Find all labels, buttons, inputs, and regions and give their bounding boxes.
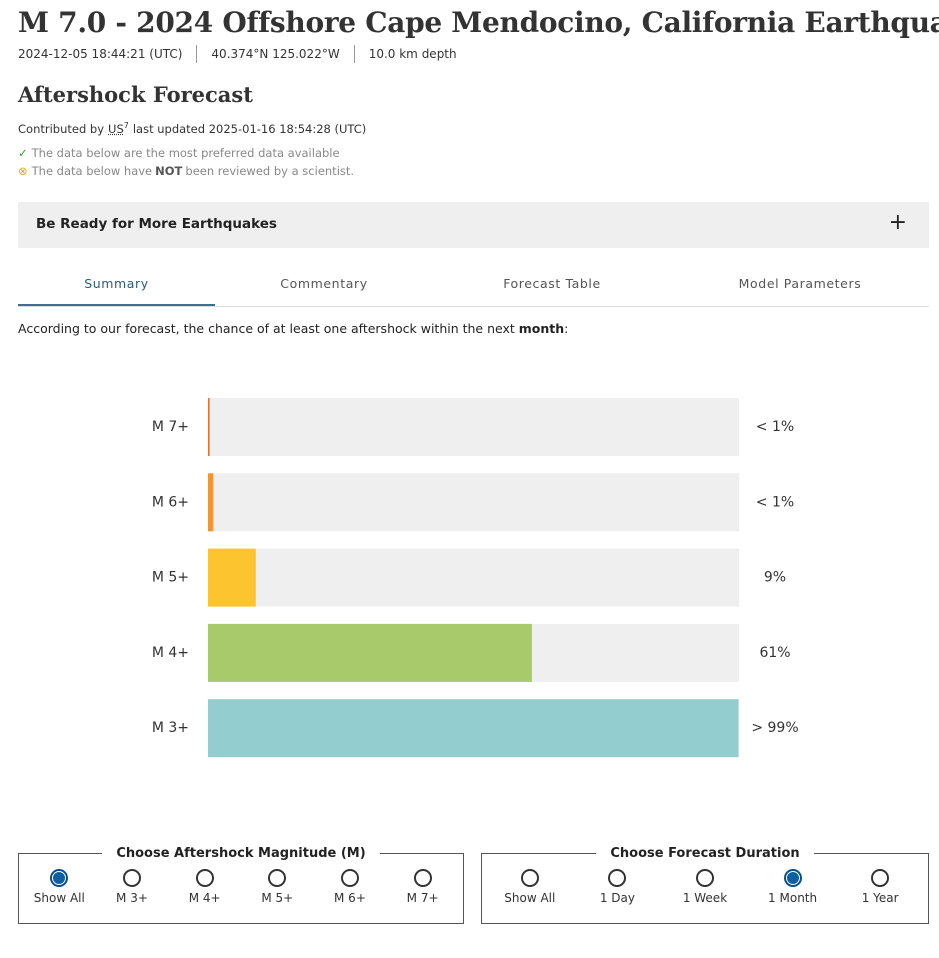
value-label: < 1% (756, 494, 794, 510)
radio-option[interactable]: 1 Week (670, 869, 740, 905)
radio-label: M 7+ (406, 891, 439, 905)
radio-option[interactable]: Show All (495, 869, 565, 905)
contributor-link[interactable]: US (108, 121, 124, 136)
radio-option[interactable]: M 5+ (242, 869, 312, 905)
bar-track (208, 398, 739, 456)
check-icon: ✓ (18, 146, 28, 160)
radio-button[interactable] (695, 869, 714, 887)
note-text: The data below are the most preferred da… (31, 146, 340, 160)
filter-legend: Choose Aftershock Magnitude (M) (116, 846, 366, 861)
magnitude-filter: Choose Aftershock Magnitude (M) Show All M… (18, 846, 464, 924)
radio-button[interactable] (520, 869, 539, 887)
event-depth: 10.0 km depth (368, 47, 457, 61)
contributed-label: Contributed by (18, 121, 105, 136)
radio-button[interactable] (340, 869, 359, 887)
radio-label: M 3+ (116, 891, 148, 905)
updated: last updated 2025-01-16 18:54:28 (UTC) (132, 121, 367, 136)
intro-strong: month (518, 321, 565, 336)
warn-icon: ⊗ (18, 164, 28, 178)
filter-legend: Choose Forecast Duration (610, 846, 800, 861)
tab[interactable]: Commentary (280, 276, 368, 291)
bar-track (208, 548, 739, 607)
note-text: The data below have (31, 164, 153, 178)
category-label: M 4+ (152, 645, 189, 661)
separator (353, 45, 355, 63)
radio-label: M 4+ (188, 891, 221, 905)
expand-icon: + (888, 210, 907, 235)
value-label: < 1% (756, 419, 794, 435)
value-label: 9% (764, 570, 786, 586)
radio-button[interactable] (268, 869, 287, 887)
contributor-sup: 7 (123, 121, 129, 130)
radio-label: M 6+ (334, 891, 366, 905)
radio-button[interactable] (783, 869, 802, 887)
bar (208, 548, 256, 607)
radio-option[interactable]: M 4+ (170, 869, 240, 905)
bar (208, 699, 739, 758)
value-label: > 99% (751, 720, 798, 736)
radio-label: Show All (33, 891, 85, 905)
radio-button[interactable] (608, 869, 627, 887)
radio-option[interactable]: M 6+ (315, 869, 385, 905)
bar (208, 473, 214, 532)
radio-label: 1 Week (682, 891, 728, 905)
bar-track (208, 473, 739, 532)
bar (208, 398, 210, 456)
radio-option[interactable]: 1 Year (845, 869, 915, 905)
event-time: 2024-12-05 18:44:21 (UTC) (18, 47, 183, 61)
intro-text: According to our forecast, the chance of… (18, 321, 515, 336)
bar (208, 623, 532, 682)
radio-option[interactable]: Show All (24, 869, 94, 905)
tab[interactable]: Model Parameters (738, 276, 862, 291)
note-text: been reviewed by a scientist. (185, 164, 355, 178)
radio-button[interactable] (413, 869, 432, 887)
category-label: M 7+ (152, 419, 189, 435)
page-title: M 7.0 - 2024 Offshore Cape Mendocino, Ca… (18, 6, 939, 39)
section-title: Aftershock Forecast (18, 82, 253, 107)
radio-label: Show All (504, 891, 556, 905)
value-label: 61% (759, 645, 790, 661)
accordion[interactable]: Be Ready for More Earthquakes + (18, 202, 929, 248)
contributed: Contributed by US7 last updated 2025-01-16… (18, 121, 366, 136)
intro-text: : (564, 321, 569, 336)
event-meta: 2024-12-05 18:44:21 (UTC) 40.374°N 125.0… (18, 45, 457, 63)
radio-button[interactable] (50, 869, 69, 887)
chart: M 7+ < 1% M 6+ < 1% M 5+ 9% M 4+ 61% M 3+ > 99% (152, 398, 799, 758)
tab[interactable]: Forecast Table (503, 276, 601, 291)
radio-label: M 5+ (261, 891, 294, 905)
category-label: M 5+ (152, 570, 189, 586)
duration-filter: Choose Forecast Duration Show All 1 Day 1 W… (481, 846, 929, 924)
category-label: M 3+ (152, 720, 189, 736)
note-preferred: ✓ The data below are the most preferred d… (18, 146, 340, 160)
intro: According to our forecast, the chance of… (18, 321, 568, 336)
event-location: 40.374°N 125.022°W (211, 47, 340, 61)
radio-option[interactable]: M 3+ (97, 869, 167, 905)
radio-button[interactable] (122, 869, 141, 887)
radio-button[interactable] (871, 869, 890, 887)
radio-label: 1 Year (861, 891, 899, 905)
radio-label: 1 Month (768, 891, 818, 905)
separator (196, 45, 198, 63)
note-strong: NOT (155, 164, 183, 178)
radio-option[interactable]: 1 Month (758, 869, 828, 905)
radio-button[interactable] (195, 869, 214, 887)
note-review: ⊗ The data below have NOT been reviewed by … (18, 164, 354, 178)
radio-option[interactable]: M 7+ (388, 869, 458, 905)
radio-option[interactable]: 1 Day (582, 869, 652, 905)
accordion-title: Be Ready for More Earthquakes (36, 216, 277, 232)
radio-label: 1 Day (599, 891, 635, 905)
category-label: M 6+ (152, 494, 189, 510)
tab-bar: Summary Commentary Forecast Table Model Par… (18, 262, 929, 307)
tab[interactable]: Summary (18, 262, 215, 306)
